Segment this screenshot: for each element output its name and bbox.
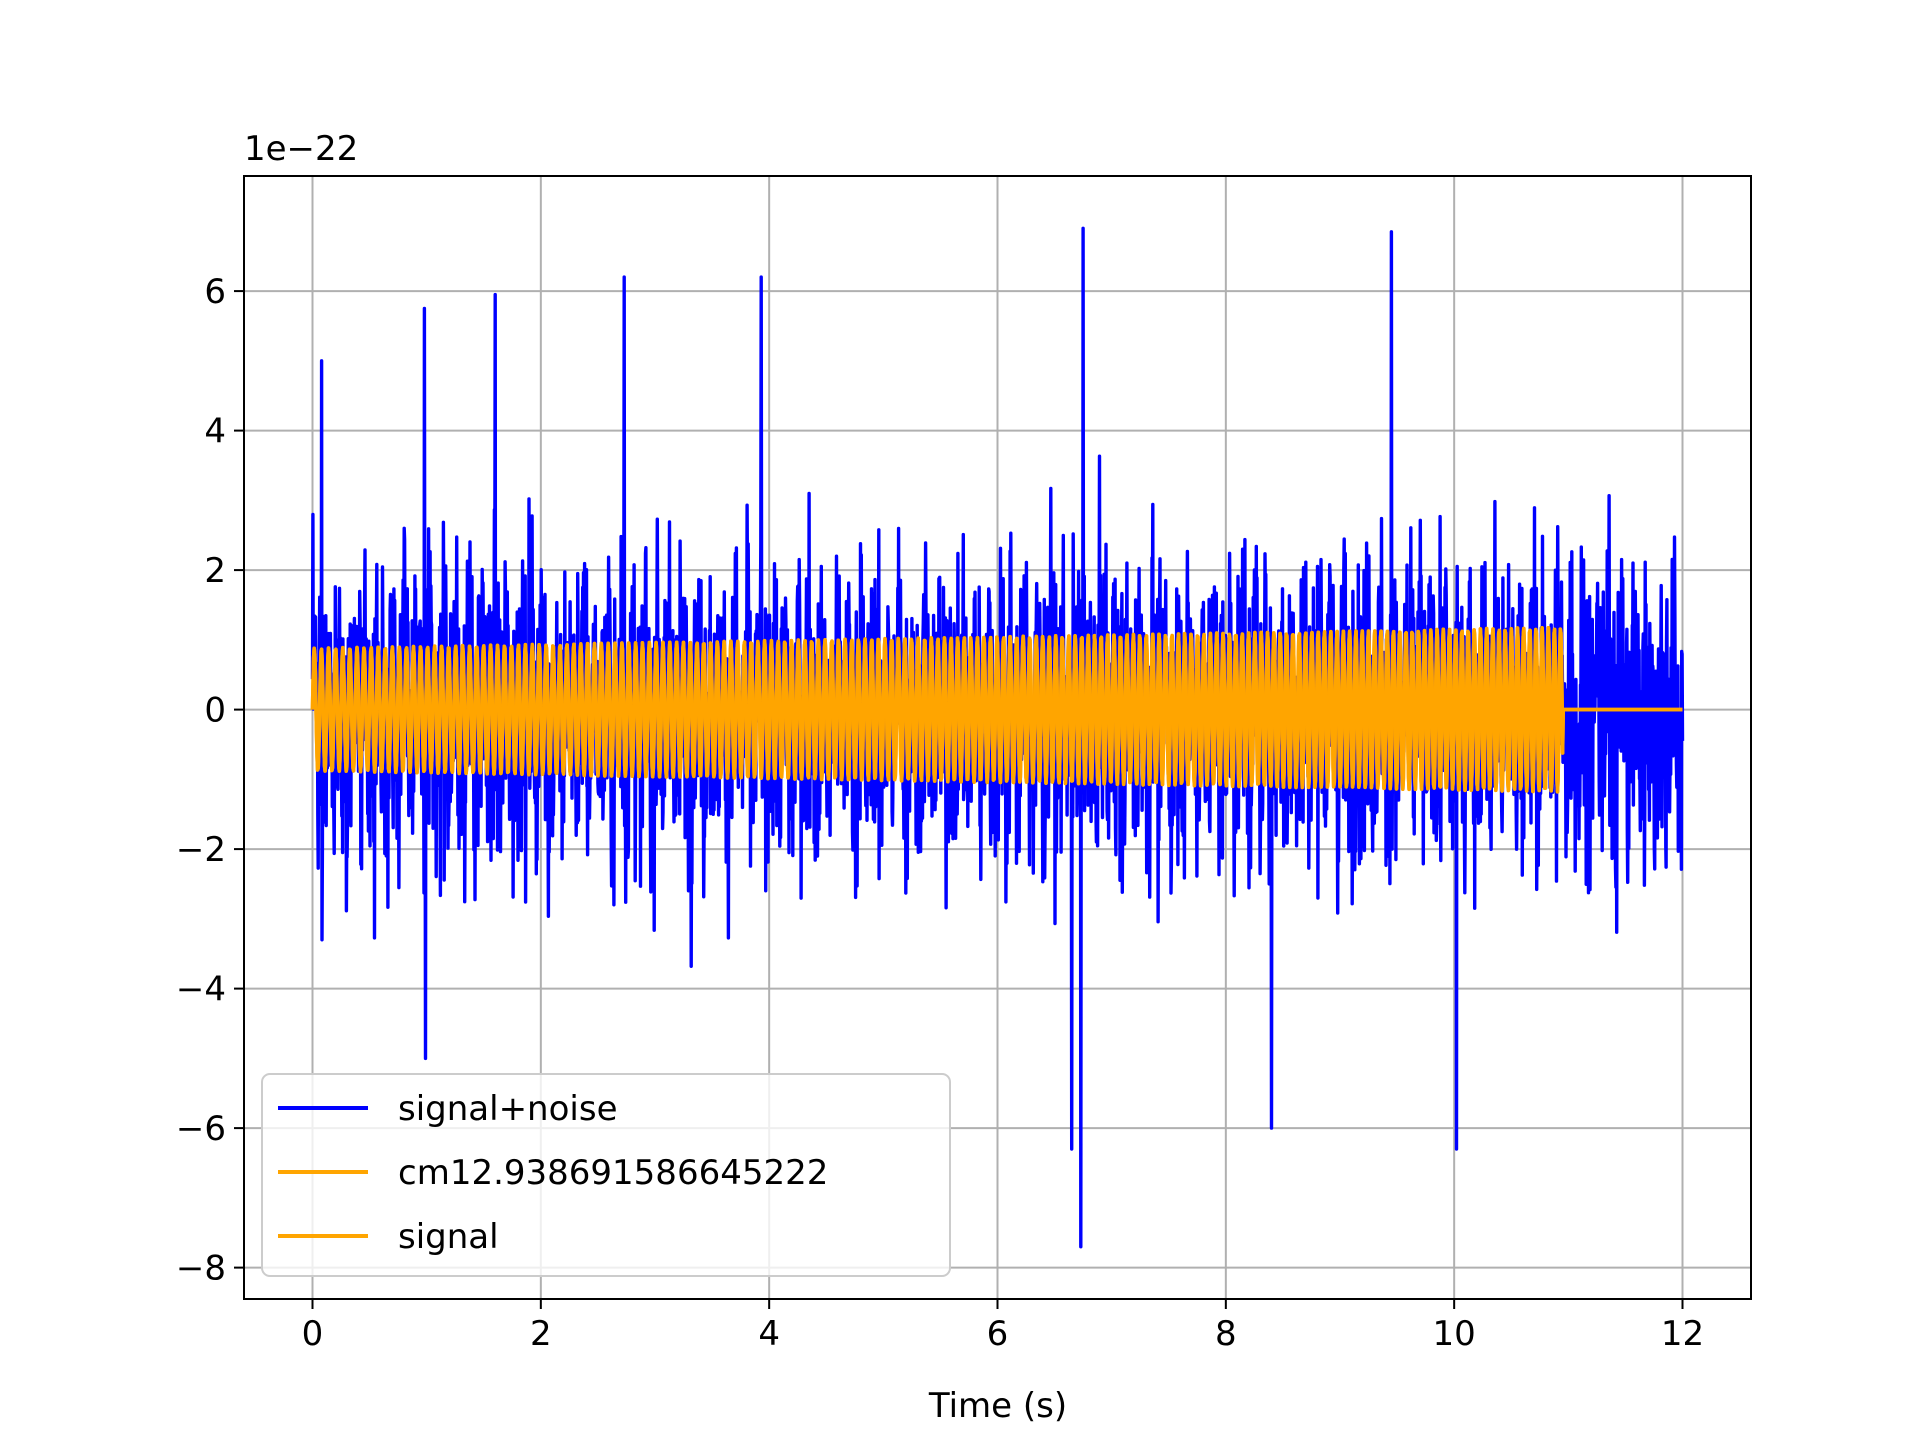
- x-tick-label: 10: [1433, 1314, 1476, 1354]
- y-axis-offset-label: 1e−22: [244, 129, 358, 169]
- legend-label-signal: signal: [398, 1217, 499, 1257]
- legend-label-cm: cm12.938691586645222: [398, 1153, 828, 1193]
- legend: signal+noise cm12.938691586645222 signal: [261, 1073, 951, 1277]
- y-tick-label: −6: [176, 1109, 226, 1149]
- y-tick-label: 0: [204, 691, 226, 731]
- y-tick-label: −8: [176, 1249, 226, 1289]
- x-tick-label: 4: [758, 1314, 780, 1354]
- x-axis-label: Time (s): [928, 1386, 1067, 1426]
- x-tick-label: 6: [987, 1314, 1009, 1354]
- x-tick-label: 2: [530, 1314, 552, 1354]
- x-tick-label: 8: [1215, 1314, 1237, 1354]
- legend-box: [261, 1073, 951, 1277]
- x-axis: 0 2 4 6 8 10 12: [302, 1299, 1704, 1354]
- y-tick-label: 2: [204, 551, 226, 591]
- y-axis: −8 −6 −4 −2 0 2 4 6: [176, 272, 244, 1289]
- y-tick-label: 4: [204, 412, 226, 452]
- y-tick-label: −4: [176, 970, 226, 1010]
- plot-data-area: [310, 226, 1685, 1249]
- x-tick-label: 0: [302, 1314, 324, 1354]
- series-line-signal: [310, 626, 1684, 794]
- y-tick-label: −2: [176, 830, 226, 870]
- x-tick-label: 12: [1661, 1314, 1704, 1354]
- y-tick-label: 6: [204, 272, 226, 312]
- legend-label-signal-noise: signal+noise: [398, 1089, 618, 1129]
